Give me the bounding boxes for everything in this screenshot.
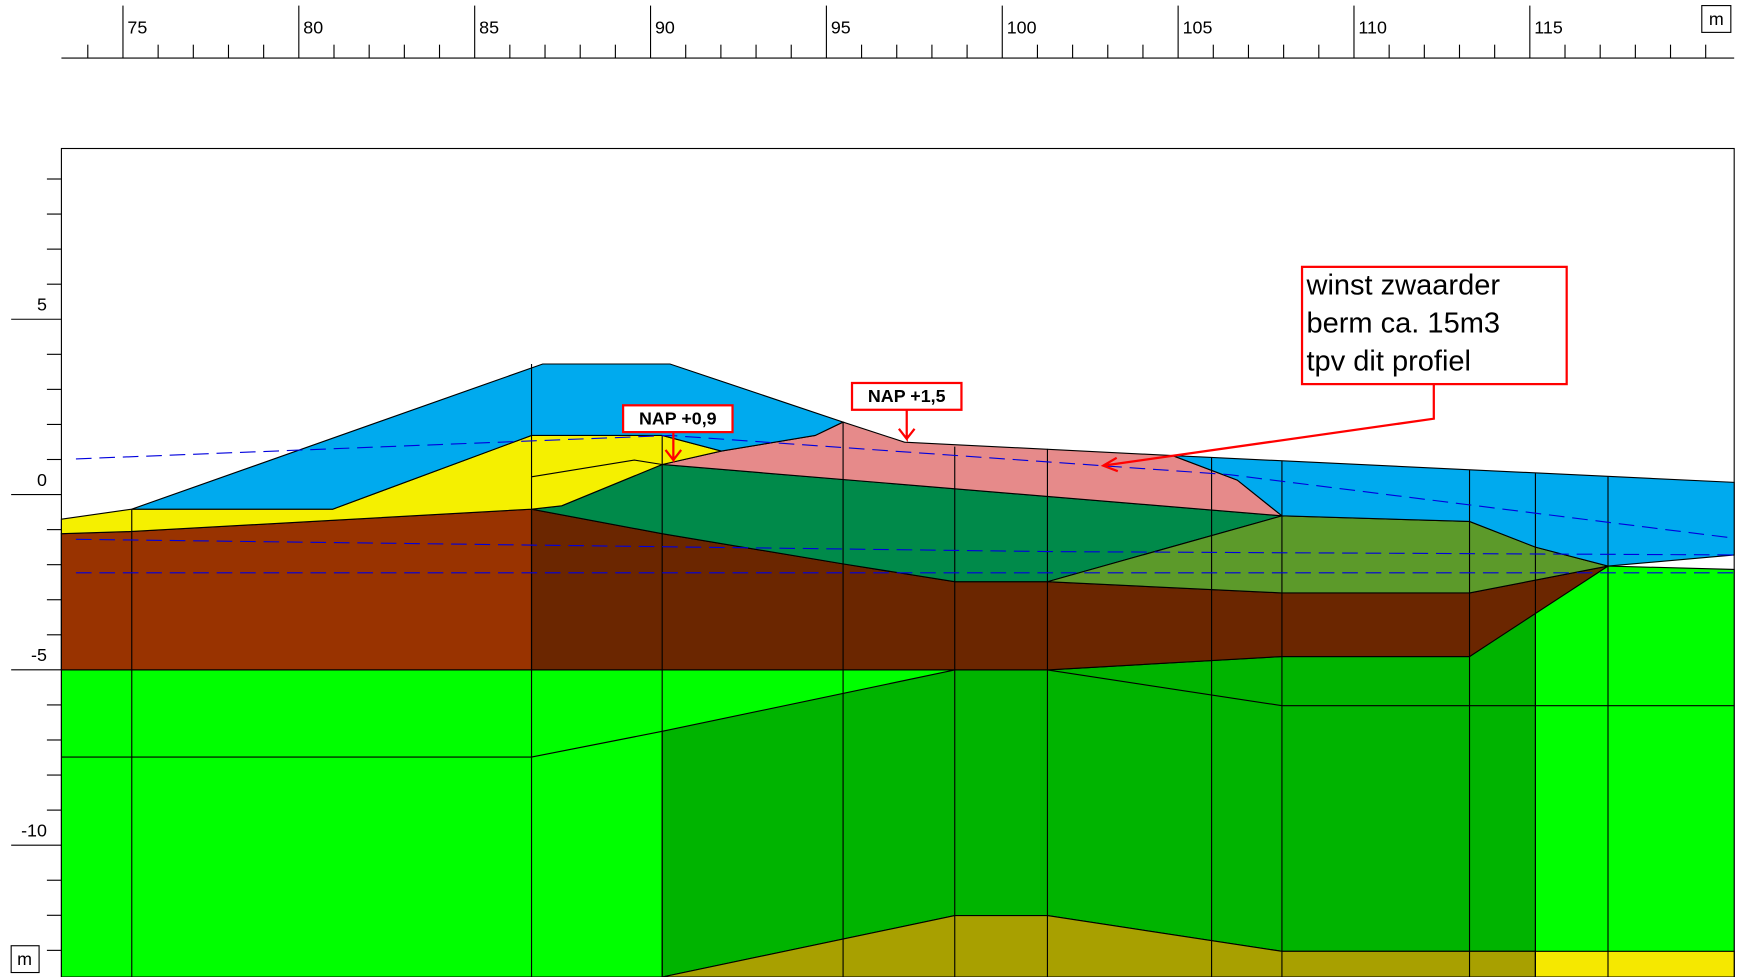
y-tick-label: 0 <box>37 470 47 490</box>
y-tick-label: -5 <box>31 645 47 665</box>
nap-label: NAP +1,5 <box>868 386 946 406</box>
nap-label: NAP +0,9 <box>639 409 717 429</box>
x-tick-label: 90 <box>655 18 675 38</box>
x-tick-label: 85 <box>479 18 499 38</box>
x-tick-label: 110 <box>1358 18 1387 38</box>
y-tick-label: -10 <box>21 820 47 840</box>
note-line: winst zwaarder <box>1306 270 1501 302</box>
note-line: tpv dit profiel <box>1307 346 1472 378</box>
y-tick-label: 5 <box>37 295 47 315</box>
x-tick-label: 95 <box>831 18 851 38</box>
page: {"x_axis":{"unit":"m","xlim":[73.25,120.… <box>0 0 1742 977</box>
x-tick-label: 80 <box>303 18 323 38</box>
cross-section: NAP +0,9 NAP +1,5 winst zwaarder berm ca… <box>0 0 1742 977</box>
x-tick-label: 105 <box>1183 18 1213 38</box>
note-line: berm ca. 15m3 <box>1307 308 1501 340</box>
x-tick-label: 115 <box>1534 18 1563 38</box>
x-tick-label: 100 <box>1007 18 1037 38</box>
x-unit: m <box>1709 9 1724 29</box>
x-tick-label: 75 <box>127 18 147 38</box>
y-unit: m <box>17 949 32 969</box>
deep-sand <box>1535 951 1734 977</box>
